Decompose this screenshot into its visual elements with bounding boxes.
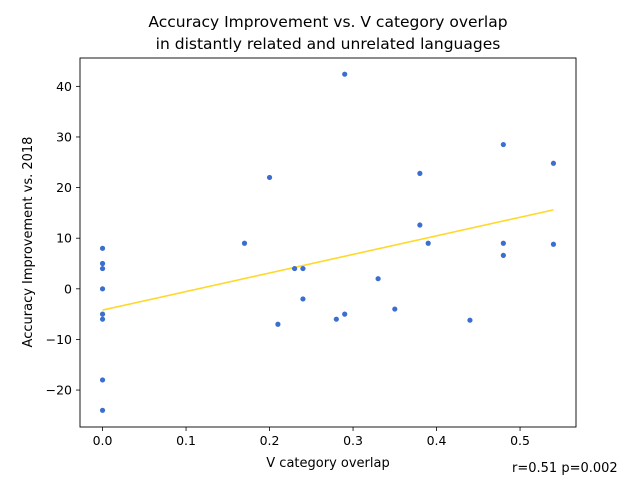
data-point xyxy=(425,240,431,246)
data-point xyxy=(550,241,557,247)
data-point xyxy=(392,306,398,312)
plot-area xyxy=(79,57,577,428)
data-point xyxy=(417,170,423,177)
x-tick-label: 0.5 xyxy=(510,433,530,448)
data-point xyxy=(99,316,106,322)
y-tick-label: 30 xyxy=(56,129,72,144)
data-point xyxy=(467,317,473,323)
data-point xyxy=(342,311,348,317)
data-point xyxy=(500,240,506,246)
data-point xyxy=(500,252,506,259)
data-point xyxy=(300,296,306,302)
data-point xyxy=(300,265,306,272)
data-point xyxy=(99,245,106,251)
data-point xyxy=(417,222,423,228)
x-tick-label: 0.0 xyxy=(93,433,113,448)
y-tick-label: 40 xyxy=(56,79,72,94)
chart-title-line-2: in distantly related and unrelated langu… xyxy=(156,35,501,53)
trendline xyxy=(102,209,554,311)
x-tick-label: 0.4 xyxy=(427,433,447,448)
correlation-annotation: r=0.51 p=0.002 xyxy=(512,461,618,476)
y-axis-ticks: −20 −10 0 10 20 30 40 xyxy=(46,79,80,398)
data-point xyxy=(342,71,348,77)
y-tick-label: 0 xyxy=(64,281,72,296)
data-point xyxy=(99,311,106,317)
x-tick-label: 0.2 xyxy=(260,433,280,448)
chart-title-line-1: Accuracy Improvement vs. V category over… xyxy=(148,13,507,31)
y-tick-label: −10 xyxy=(46,332,72,347)
y-tick-label: −20 xyxy=(46,383,72,398)
y-tick-label: 20 xyxy=(56,180,72,195)
x-tick-label: 0.3 xyxy=(343,433,363,448)
x-axis-label: V category overlap xyxy=(266,456,389,471)
data-point xyxy=(550,160,557,166)
data-point xyxy=(375,276,381,282)
x-axis-ticks: 0.0 0.1 0.2 0.3 0.4 0.5 xyxy=(93,427,530,448)
data-point xyxy=(99,286,106,292)
y-axis-label: Accuracy Improvement vs. 2018 xyxy=(21,137,36,348)
data-point xyxy=(99,407,106,413)
data-point xyxy=(333,316,339,322)
data-point xyxy=(99,265,106,272)
data-point xyxy=(99,260,106,267)
trendline-layer xyxy=(102,209,554,311)
x-tick-label: 0.1 xyxy=(176,433,196,448)
data-point xyxy=(99,377,106,383)
data-point xyxy=(291,265,298,272)
data-point xyxy=(500,141,506,148)
data-points xyxy=(99,71,557,413)
data-point xyxy=(241,240,248,246)
data-point xyxy=(275,321,281,327)
y-tick-label: 10 xyxy=(56,231,72,246)
data-point xyxy=(266,174,273,181)
